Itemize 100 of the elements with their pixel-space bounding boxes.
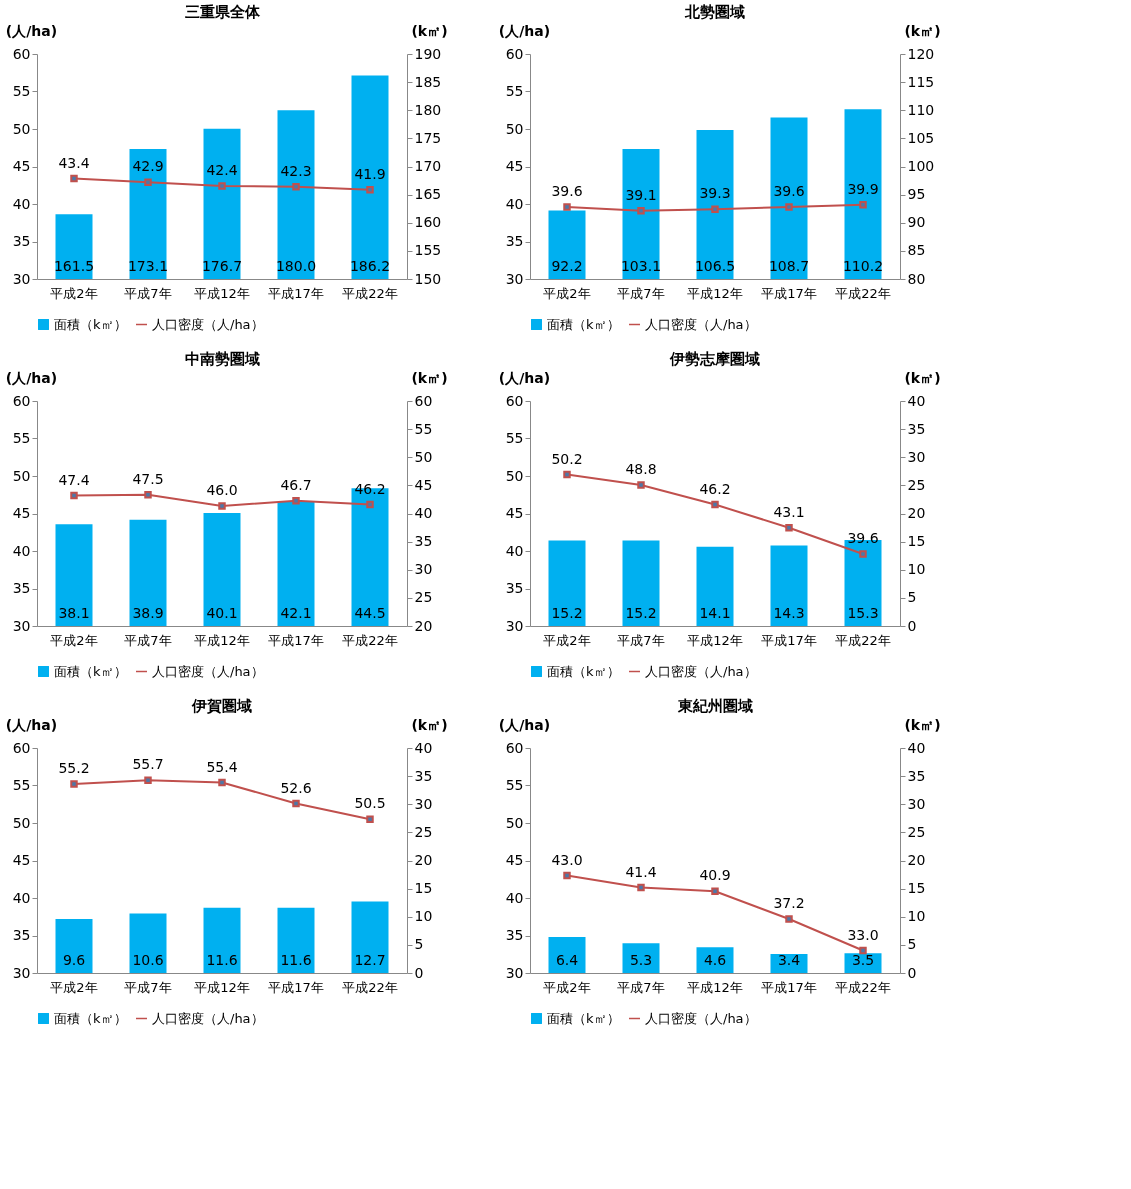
y2-tick-label: 150 xyxy=(414,270,442,287)
y2-tick-label: 20 xyxy=(907,505,926,521)
y2-tick-label: 30 xyxy=(414,561,433,578)
point xyxy=(366,500,374,509)
y-axis-title: (人/ha) xyxy=(5,369,58,386)
y-tick-label: 40 xyxy=(505,542,524,559)
y2-tick-label: 170 xyxy=(414,158,442,174)
data-label: 39.6 xyxy=(773,183,805,199)
y-tick-label: 35 xyxy=(505,580,524,596)
y2-tick-label: 20 xyxy=(414,852,433,868)
point xyxy=(637,481,645,489)
y2-tick-label: 35 xyxy=(414,533,433,550)
data-label: 42.9 xyxy=(132,158,164,175)
y-tick-label: 40 xyxy=(505,195,524,212)
y2-tick-label: 25 xyxy=(414,823,433,840)
y2-axis-title: (k㎡) xyxy=(904,369,941,386)
y-tick-label: 50 xyxy=(505,467,524,484)
data-label: 46.0 xyxy=(206,482,238,498)
y-tick-label: 40 xyxy=(12,195,31,212)
data-label: 48.8 xyxy=(625,461,657,477)
data-label: 47.4 xyxy=(58,471,90,488)
x-tick-label: 平成22年 xyxy=(342,632,398,648)
y-tick-label: 55 xyxy=(505,430,524,446)
legend-label: 面積（k㎡） xyxy=(54,1010,127,1026)
point xyxy=(563,871,571,880)
chart-title: 伊勢志摩圏域 xyxy=(669,350,760,368)
x-tick-label: 平成7年 xyxy=(617,979,665,995)
y2-tick-label: 25 xyxy=(907,476,926,493)
data-label: 92.2 xyxy=(551,258,583,274)
y2-tick-label: 15 xyxy=(414,880,433,897)
x-tick-label: 平成12年 xyxy=(194,632,250,648)
y-tick-label: 50 xyxy=(505,814,524,831)
legend-label: 人口密度（人/ha） xyxy=(152,316,264,332)
x-tick-label: 平成22年 xyxy=(342,285,398,301)
y-tick-label: 30 xyxy=(505,617,524,634)
data-label: 40.1 xyxy=(206,605,238,621)
y-tick-label: 60 xyxy=(12,739,31,756)
y-tick-label: 50 xyxy=(12,814,31,831)
y2-tick-label: 165 xyxy=(414,186,442,203)
data-label: 5.3 xyxy=(629,952,653,968)
y-tick-label: 30 xyxy=(12,964,31,981)
y2-tick-label: 185 xyxy=(414,73,442,90)
y2-tick-label: 15 xyxy=(907,533,926,550)
point xyxy=(292,799,300,808)
y2-tick-label: 25 xyxy=(414,589,433,606)
y-tick-label: 55 xyxy=(12,777,31,793)
x-tick-label: 平成7年 xyxy=(124,632,172,648)
data-label: 50.2 xyxy=(551,450,583,467)
point xyxy=(292,497,300,505)
point xyxy=(366,815,374,823)
data-label: 4.6 xyxy=(703,952,727,968)
y-tick-label: 35 xyxy=(12,927,31,943)
x-tick-label: 平成7年 xyxy=(617,285,665,301)
y2-tick-label: 5 xyxy=(907,936,917,953)
data-label: 41.9 xyxy=(354,165,386,182)
point xyxy=(218,778,226,787)
x-tick-label: 平成12年 xyxy=(194,979,250,995)
y-axis-title: (人/ha) xyxy=(498,369,551,386)
bar xyxy=(622,540,660,626)
data-label: 173.1 xyxy=(127,258,169,274)
data-label: 15.2 xyxy=(625,605,657,621)
x-tick-label: 平成22年 xyxy=(835,979,891,995)
y2-tick-label: 115 xyxy=(907,73,935,90)
y2-axis-title: (k㎡) xyxy=(411,716,448,733)
point xyxy=(366,186,374,194)
chart-title: 三重県全体 xyxy=(184,3,261,21)
x-tick-label: 平成17年 xyxy=(268,285,324,301)
data-label: 10.6 xyxy=(132,952,164,968)
y2-tick-label: 40 xyxy=(907,739,926,756)
y-tick-label: 60 xyxy=(12,392,31,409)
y-tick-label: 55 xyxy=(505,777,524,793)
chart-title: 北勢圏域 xyxy=(684,3,745,21)
y2-tick-label: 60 xyxy=(414,392,433,409)
y2-tick-label: 0 xyxy=(414,964,424,981)
x-tick-label: 平成2年 xyxy=(50,632,98,648)
point xyxy=(563,470,571,479)
y2-axis-title: (k㎡) xyxy=(411,369,448,386)
data-label: 46.7 xyxy=(280,476,312,493)
data-label: 11.6 xyxy=(280,952,312,968)
y-tick-label: 45 xyxy=(505,505,524,521)
legend-label: 人口密度（人/ha） xyxy=(152,1010,264,1026)
y2-tick-label: 35 xyxy=(907,767,926,784)
point xyxy=(859,946,867,955)
data-label: 46.2 xyxy=(699,480,731,497)
data-label: 37.2 xyxy=(773,895,805,911)
y-tick-label: 30 xyxy=(505,270,524,287)
y-tick-label: 50 xyxy=(505,120,524,137)
legend-label: 面積（k㎡） xyxy=(547,1010,620,1026)
data-label: 110.2 xyxy=(842,258,884,274)
y2-axis-title: (k㎡) xyxy=(904,22,941,39)
x-tick-label: 平成12年 xyxy=(687,632,743,648)
y2-tick-label: 95 xyxy=(907,186,926,203)
data-label: 12.7 xyxy=(354,952,386,968)
data-label: 39.1 xyxy=(625,186,657,203)
data-label: 103.1 xyxy=(620,258,662,274)
y-tick-label: 45 xyxy=(505,158,524,174)
data-label: 42.3 xyxy=(280,162,312,179)
x-tick-label: 平成2年 xyxy=(543,285,591,301)
x-tick-label: 平成7年 xyxy=(617,632,665,648)
legend-label: 面積（k㎡） xyxy=(54,663,127,679)
